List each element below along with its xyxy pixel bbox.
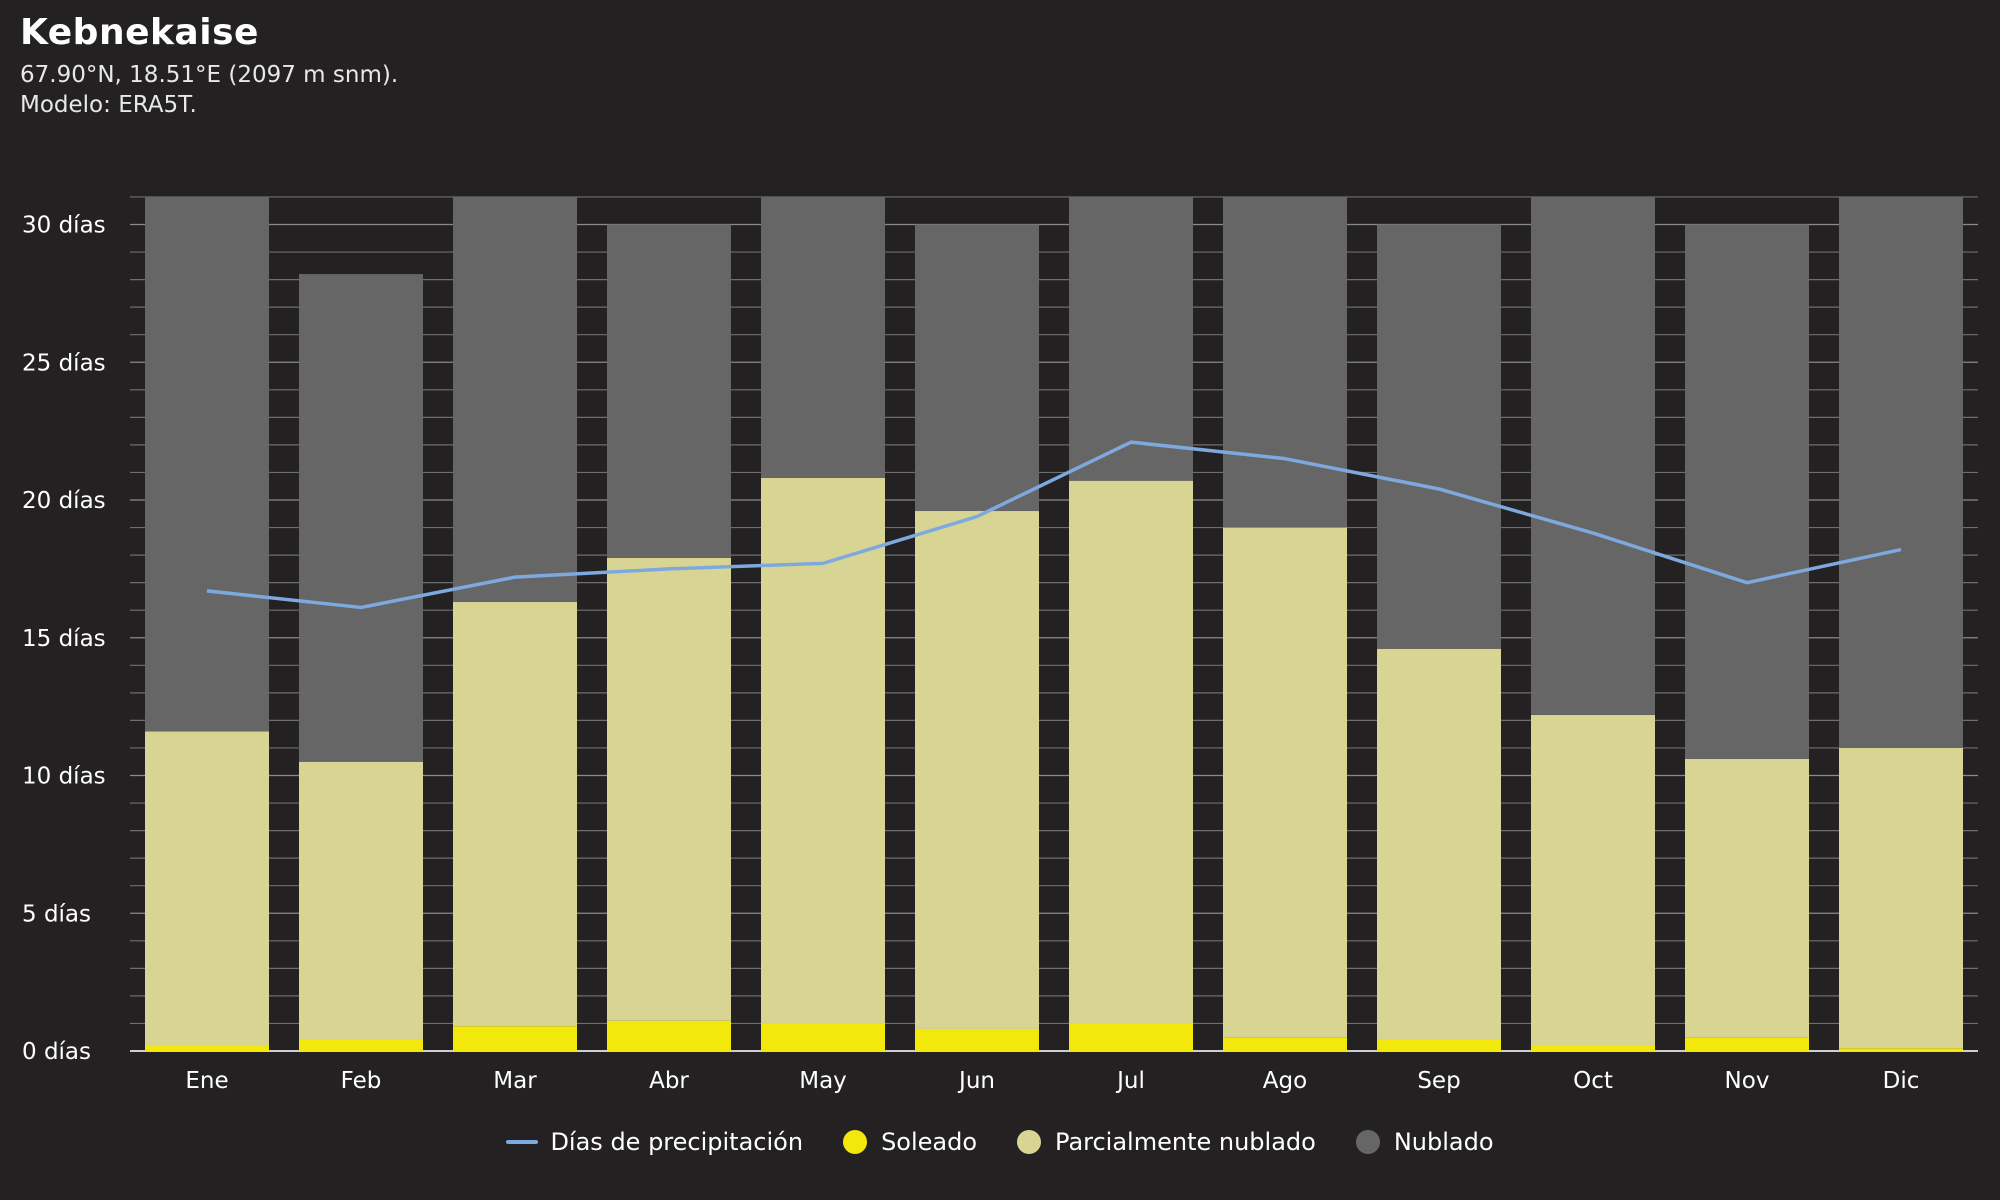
bar-partly-cloudy-mar[interactable] (453, 601, 577, 1027)
legend-label-sunny: Soleado (881, 1128, 978, 1156)
chart-legend: Días de precipitación Soleado Parcialmen… (0, 1128, 2000, 1156)
bar-sunny-oct[interactable] (1531, 1045, 1655, 1051)
x-tick-label: May (799, 1068, 847, 1094)
legend-label-overcast: Nublado (1393, 1128, 1494, 1156)
location-coordinates: 67.90°N, 18.51°E (2097 m snm). (20, 62, 399, 88)
bar-partly-cloudy-nov[interactable] (1685, 758, 1809, 1038)
y-tick-label: 25 días (22, 350, 106, 376)
bar-overcast-ago[interactable] (1223, 196, 1347, 528)
bar-sunny-jul[interactable] (1069, 1023, 1193, 1051)
bar-overcast-abr[interactable] (607, 224, 731, 558)
x-tick-label: Ago (1263, 1068, 1307, 1094)
bar-sunny-ene[interactable] (145, 1045, 269, 1051)
y-tick-label: 10 días (22, 764, 106, 790)
model-label: Modelo: ERA5T. (20, 92, 197, 118)
bar-partly-cloudy-may[interactable] (761, 477, 885, 1024)
precipitation-line-swatch (506, 1140, 539, 1144)
x-tick-label: Jul (1115, 1068, 1145, 1094)
bar-partly-cloudy-sep[interactable] (1377, 648, 1501, 1040)
x-tick-label: Mar (493, 1068, 537, 1094)
bar-overcast-nov[interactable] (1685, 224, 1809, 759)
bar-sunny-may[interactable] (761, 1023, 885, 1051)
bar-overcast-mar[interactable] (453, 196, 577, 602)
bar-overcast-jul[interactable] (1069, 196, 1193, 481)
y-tick-label: 0 días (22, 1039, 91, 1065)
sunny-dot-icon (843, 1130, 868, 1154)
y-tick-label: 5 días (22, 901, 91, 927)
legend-item-partly-cloudy[interactable]: Parcialmente nublado (1017, 1128, 1316, 1156)
bar-overcast-feb[interactable] (299, 274, 423, 762)
bar-partly-cloudy-jun[interactable] (915, 511, 1039, 1029)
x-tick-label: Oct (1573, 1068, 1613, 1094)
y-tick-label: 20 días (22, 488, 106, 514)
bar-sunny-jun[interactable] (915, 1028, 1039, 1051)
y-axis-ticks: 0 días 5 días 10 días 15 días 20 días 25 días… (22, 213, 106, 1066)
x-tick-label: Nov (1725, 1068, 1770, 1094)
bar-overcast-jun[interactable] (915, 224, 1039, 512)
x-tick-label: Sep (1417, 1068, 1460, 1094)
bar-overcast-sep[interactable] (1377, 224, 1501, 649)
bar-partly-cloudy-abr[interactable] (607, 557, 731, 1021)
y-tick-label: 15 días (22, 626, 106, 652)
x-tick-label: Feb (341, 1068, 382, 1094)
legend-item-overcast[interactable]: Nublado (1355, 1128, 1494, 1156)
bar-overcast-ene[interactable] (145, 196, 269, 732)
bar-sunny-sep[interactable] (1377, 1039, 1501, 1051)
bar-sunny-abr[interactable] (607, 1020, 731, 1051)
legend-label-partly-cloudy: Parcialmente nublado (1055, 1128, 1316, 1156)
bar-series (145, 196, 1963, 1051)
bar-sunny-mar[interactable] (453, 1026, 577, 1051)
chart-title: Kebnekaise (20, 12, 259, 53)
legend-item-sunny[interactable]: Soleado (843, 1128, 977, 1156)
bar-sunny-ago[interactable] (1223, 1037, 1347, 1051)
bar-partly-cloudy-dic[interactable] (1839, 747, 1963, 1049)
bar-sunny-nov[interactable] (1685, 1037, 1809, 1051)
x-tick-label: Dic (1883, 1068, 1920, 1094)
bar-partly-cloudy-ene[interactable] (145, 731, 269, 1046)
x-axis-ticks: Ene Feb Mar Abr May Jun Jul Ago Sep Oct Nov Dic (185, 1068, 1919, 1094)
legend-item-precipitation[interactable]: Días de precipitación (506, 1128, 803, 1156)
bar-sunny-dic[interactable] (1839, 1048, 1963, 1051)
bar-overcast-dic[interactable] (1839, 196, 1963, 748)
precipitation-line[interactable] (206, 440, 1902, 610)
bar-sunny-feb[interactable] (299, 1039, 423, 1051)
x-tick-label: Abr (649, 1068, 689, 1094)
y-tick-label: 30 días (22, 213, 106, 239)
bar-partly-cloudy-jul[interactable] (1069, 480, 1193, 1024)
legend-label-precipitation: Días de precipitación (550, 1128, 804, 1156)
x-tick-label: Jun (957, 1068, 995, 1094)
overcast-dot-icon (1355, 1130, 1380, 1154)
bar-overcast-oct[interactable] (1531, 196, 1655, 715)
bar-partly-cloudy-oct[interactable] (1531, 714, 1655, 1046)
precipitation-line-layer (206, 440, 1902, 610)
bar-overcast-may[interactable] (761, 196, 885, 478)
bar-partly-cloudy-ago[interactable] (1223, 527, 1347, 1038)
bar-partly-cloudy-feb[interactable] (299, 761, 423, 1040)
partly-cloudy-dot-icon (1017, 1130, 1042, 1154)
x-tick-label: Ene (185, 1068, 228, 1094)
grid-lines (130, 196, 1978, 1052)
